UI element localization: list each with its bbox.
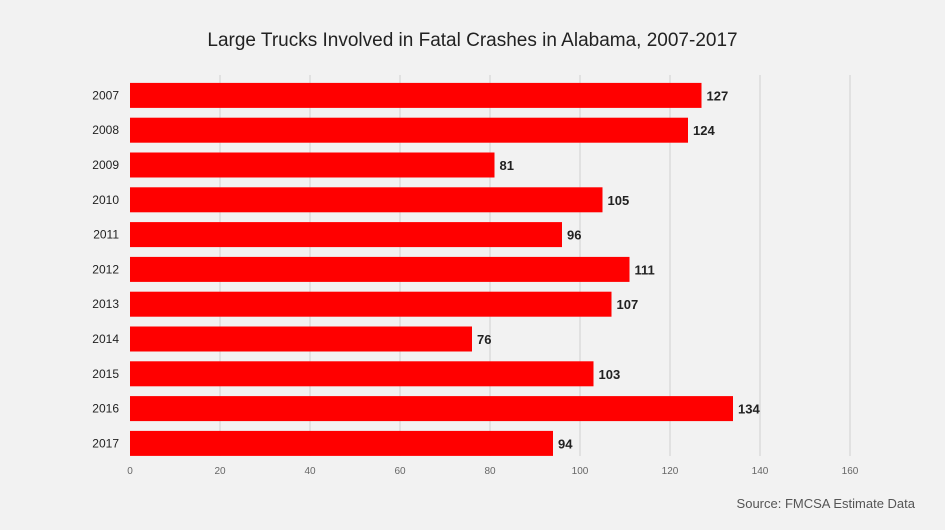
category-label: 2011: [93, 228, 119, 242]
bar: [130, 256, 630, 282]
x-tick-label: 160: [842, 466, 859, 477]
bar: [130, 117, 688, 143]
data-label: 81: [500, 158, 514, 173]
data-label: 127: [707, 88, 729, 103]
data-label: 76: [477, 332, 491, 347]
x-tick-label: 140: [752, 466, 769, 477]
data-label: 105: [608, 193, 630, 208]
category-label: 2014: [92, 332, 119, 346]
category-label: 2008: [92, 123, 119, 137]
x-tick-label: 80: [484, 466, 496, 477]
source-note: Source: FMCSA Estimate Data: [736, 496, 915, 511]
bar: [130, 396, 733, 422]
x-tick-label: 100: [572, 466, 589, 477]
category-label: 2017: [92, 436, 119, 450]
bar: [130, 222, 562, 248]
category-label: 2010: [92, 193, 119, 207]
data-label: 103: [599, 367, 621, 382]
x-tick-label: 60: [394, 466, 406, 477]
data-label: 94: [558, 436, 573, 451]
bar: [130, 152, 495, 178]
x-tick-label: 120: [662, 466, 679, 477]
category-label: 2012: [92, 262, 119, 276]
bar: [130, 430, 553, 456]
bar: [130, 82, 702, 108]
data-label: 124: [693, 123, 715, 138]
category-label: 2007: [92, 88, 119, 102]
category-label: 2015: [92, 367, 119, 381]
data-label: 107: [617, 297, 639, 312]
bar: [130, 187, 603, 213]
x-tick-label: 0: [127, 466, 133, 477]
bar: [130, 361, 594, 387]
data-label: 111: [635, 262, 655, 277]
bar: [130, 291, 612, 317]
category-label: 2009: [92, 158, 119, 172]
x-tick-label: 20: [214, 466, 226, 477]
bar: [130, 326, 472, 352]
category-label: 2013: [92, 297, 119, 311]
data-label: 96: [567, 228, 581, 243]
data-label: 134: [738, 402, 760, 417]
category-label: 2016: [92, 402, 119, 416]
chart-title: Large Trucks Involved in Fatal Crashes i…: [207, 30, 738, 51]
x-tick-label: 40: [304, 466, 316, 477]
